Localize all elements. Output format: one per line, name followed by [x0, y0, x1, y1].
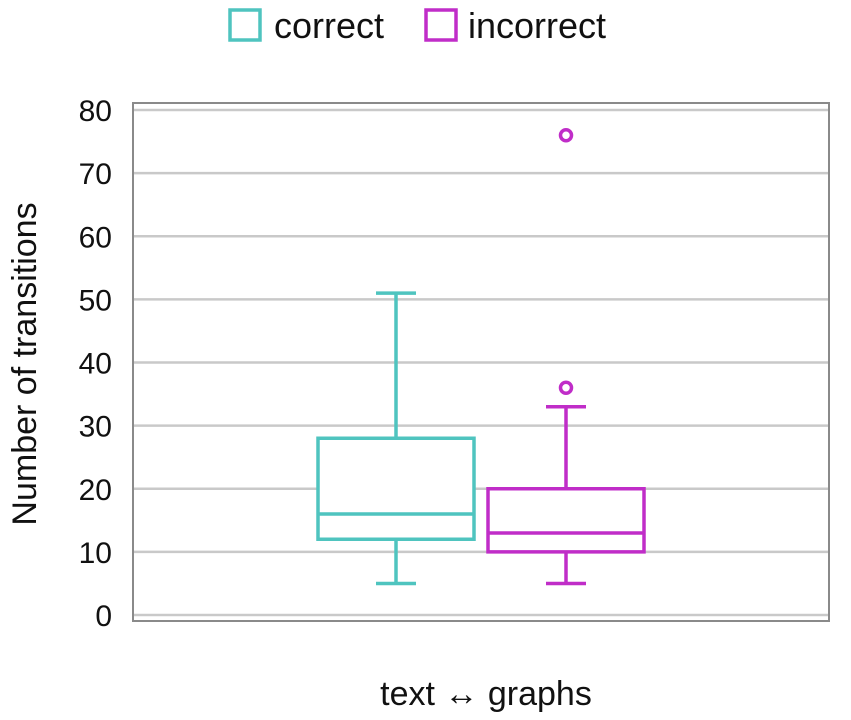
x-axis-title: text ↔ graphs	[380, 675, 592, 713]
legend-label-incorrect: incorrect	[468, 5, 606, 46]
y-tick-labels: 0 10 20 30 40 50 60 70 80	[79, 95, 112, 633]
y-tick-label: 30	[79, 411, 112, 444]
plot-frame	[132, 102, 830, 622]
outlier-point	[558, 380, 574, 395]
iqr-box	[316, 436, 476, 541]
y-tick-label: 60	[79, 221, 112, 254]
legend-swatch-correct	[228, 8, 262, 42]
legend-label-correct: correct	[274, 5, 384, 46]
box-correct	[316, 291, 476, 586]
legend-swatch-incorrect	[424, 8, 458, 42]
outlier-point	[558, 128, 574, 143]
y-tick-label: 70	[79, 158, 112, 191]
legend: correct incorrect	[228, 5, 606, 46]
box-incorrect	[486, 128, 646, 586]
iqr-box	[486, 487, 646, 554]
y-tick-label: 80	[79, 95, 112, 128]
box-series	[316, 128, 646, 586]
y-tick-label: 10	[79, 537, 112, 570]
y-tick-label: 20	[79, 474, 112, 507]
y-tick-label: 0	[95, 600, 112, 633]
y-tick-label: 40	[79, 348, 112, 381]
gridlines	[133, 108, 829, 617]
y-tick-label: 50	[79, 284, 112, 317]
y-axis-title: Number of transitions	[6, 202, 44, 525]
